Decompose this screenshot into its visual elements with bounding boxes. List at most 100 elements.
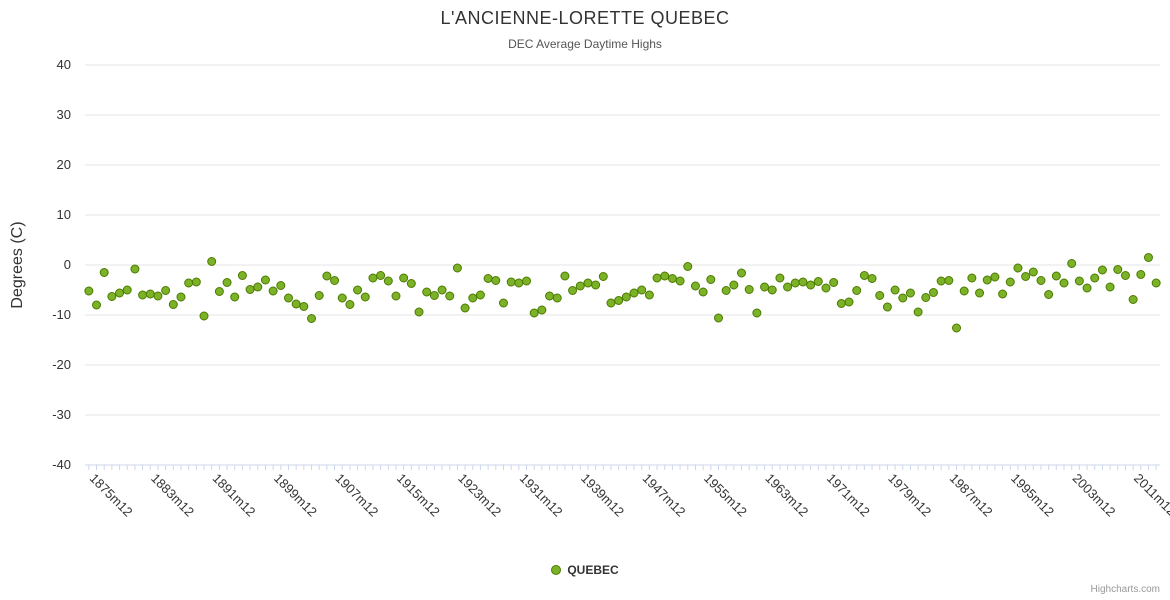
data-point[interactable] xyxy=(652,273,662,283)
data-point[interactable] xyxy=(959,286,969,296)
data-point[interactable] xyxy=(975,288,985,298)
data-point[interactable] xyxy=(1136,270,1146,279)
data-point[interactable] xyxy=(852,286,862,295)
data-point[interactable] xyxy=(168,300,178,309)
data-point[interactable] xyxy=(122,285,132,295)
data-point[interactable] xyxy=(199,311,209,321)
data-point[interactable] xyxy=(1105,282,1115,292)
data-point[interactable] xyxy=(821,283,831,293)
data-point[interactable] xyxy=(783,282,793,292)
data-point[interactable] xyxy=(737,268,747,278)
data-point[interactable] xyxy=(184,278,194,288)
data-point[interactable] xyxy=(1113,265,1123,274)
data-point[interactable] xyxy=(429,291,439,300)
data-point[interactable] xyxy=(713,313,723,323)
data-point[interactable] xyxy=(1036,276,1046,285)
data-point[interactable] xyxy=(153,291,163,301)
data-point[interactable] xyxy=(191,277,201,287)
data-point[interactable] xyxy=(675,276,685,286)
data-point[interactable] xyxy=(575,281,585,291)
data-point[interactable] xyxy=(537,305,547,315)
data-point[interactable] xyxy=(253,282,263,292)
data-point[interactable] xyxy=(706,275,716,284)
data-point[interactable] xyxy=(376,271,386,280)
data-point[interactable] xyxy=(514,278,524,288)
data-point[interactable] xyxy=(345,300,355,309)
data-point[interactable] xyxy=(882,302,892,312)
data-point[interactable] xyxy=(683,262,693,271)
data-point[interactable] xyxy=(1074,276,1084,286)
data-point[interactable] xyxy=(330,276,340,285)
data-point[interactable] xyxy=(207,257,217,266)
data-point[interactable] xyxy=(752,308,762,318)
data-point[interactable] xyxy=(905,288,915,298)
data-point[interactable] xyxy=(836,299,846,308)
data-point[interactable] xyxy=(621,292,631,302)
data-point[interactable] xyxy=(84,286,94,296)
data-point[interactable] xyxy=(898,293,908,303)
data-point[interactable] xyxy=(161,286,171,295)
data-point[interactable] xyxy=(844,297,854,307)
data-point[interactable] xyxy=(506,277,516,287)
data-point[interactable] xyxy=(790,278,800,288)
data-point[interactable] xyxy=(214,287,224,296)
data-point[interactable] xyxy=(130,264,140,274)
data-point[interactable] xyxy=(644,290,654,300)
data-point[interactable] xyxy=(1044,290,1054,299)
data-point[interactable] xyxy=(1097,265,1107,275)
data-point[interactable] xyxy=(629,288,639,298)
data-point[interactable] xyxy=(1059,278,1069,288)
data-point[interactable] xyxy=(322,271,332,281)
data-point[interactable] xyxy=(637,285,647,295)
data-point[interactable] xyxy=(368,273,378,283)
data-point[interactable] xyxy=(391,291,401,301)
data-point[interactable] xyxy=(107,292,117,301)
data-point[interactable] xyxy=(337,293,347,303)
data-point[interactable] xyxy=(545,291,555,301)
data-point[interactable] xyxy=(529,308,539,318)
data-point[interactable] xyxy=(859,271,869,280)
data-point[interactable] xyxy=(690,281,700,291)
data-point[interactable] xyxy=(982,275,992,285)
data-point[interactable] xyxy=(998,289,1008,299)
data-point[interactable] xyxy=(452,263,462,273)
data-point[interactable] xyxy=(660,271,670,281)
data-point[interactable] xyxy=(591,280,601,290)
data-point[interactable] xyxy=(99,268,109,277)
data-point[interactable] xyxy=(92,300,102,310)
credits-link[interactable]: Highcharts.com xyxy=(1090,584,1160,595)
data-point[interactable] xyxy=(1021,272,1031,281)
data-point[interactable] xyxy=(299,302,309,311)
data-point[interactable] xyxy=(1051,271,1061,281)
data-point[interactable] xyxy=(1028,267,1038,277)
data-point[interactable] xyxy=(399,273,409,283)
data-point[interactable] xyxy=(552,293,562,303)
data-point[interactable] xyxy=(967,273,977,283)
data-point[interactable] xyxy=(138,290,148,300)
data-point[interactable] xyxy=(583,278,593,288)
data-point[interactable] xyxy=(460,303,470,313)
data-point[interactable] xyxy=(798,277,808,287)
data-point[interactable] xyxy=(360,292,370,302)
data-point[interactable] xyxy=(522,276,532,286)
data-point[interactable] xyxy=(928,288,938,297)
data-point[interactable] xyxy=(921,293,931,302)
data-point[interactable] xyxy=(353,285,363,295)
data-point[interactable] xyxy=(437,285,447,295)
data-point[interactable] xyxy=(760,282,770,292)
data-point[interactable] xyxy=(145,289,155,299)
data-point[interactable] xyxy=(498,298,508,308)
data-point[interactable] xyxy=(1143,253,1153,262)
data-point[interactable] xyxy=(314,291,324,300)
data-point[interactable] xyxy=(1151,278,1161,288)
data-point[interactable] xyxy=(468,293,478,303)
data-point[interactable] xyxy=(414,307,424,317)
data-point[interactable] xyxy=(890,285,900,295)
data-point[interactable] xyxy=(952,323,962,333)
data-point[interactable] xyxy=(990,272,1000,282)
data-point[interactable] xyxy=(230,292,240,302)
data-point[interactable] xyxy=(445,291,455,301)
data-point[interactable] xyxy=(307,314,317,323)
data-point[interactable] xyxy=(222,278,232,287)
data-point[interactable] xyxy=(936,276,946,286)
